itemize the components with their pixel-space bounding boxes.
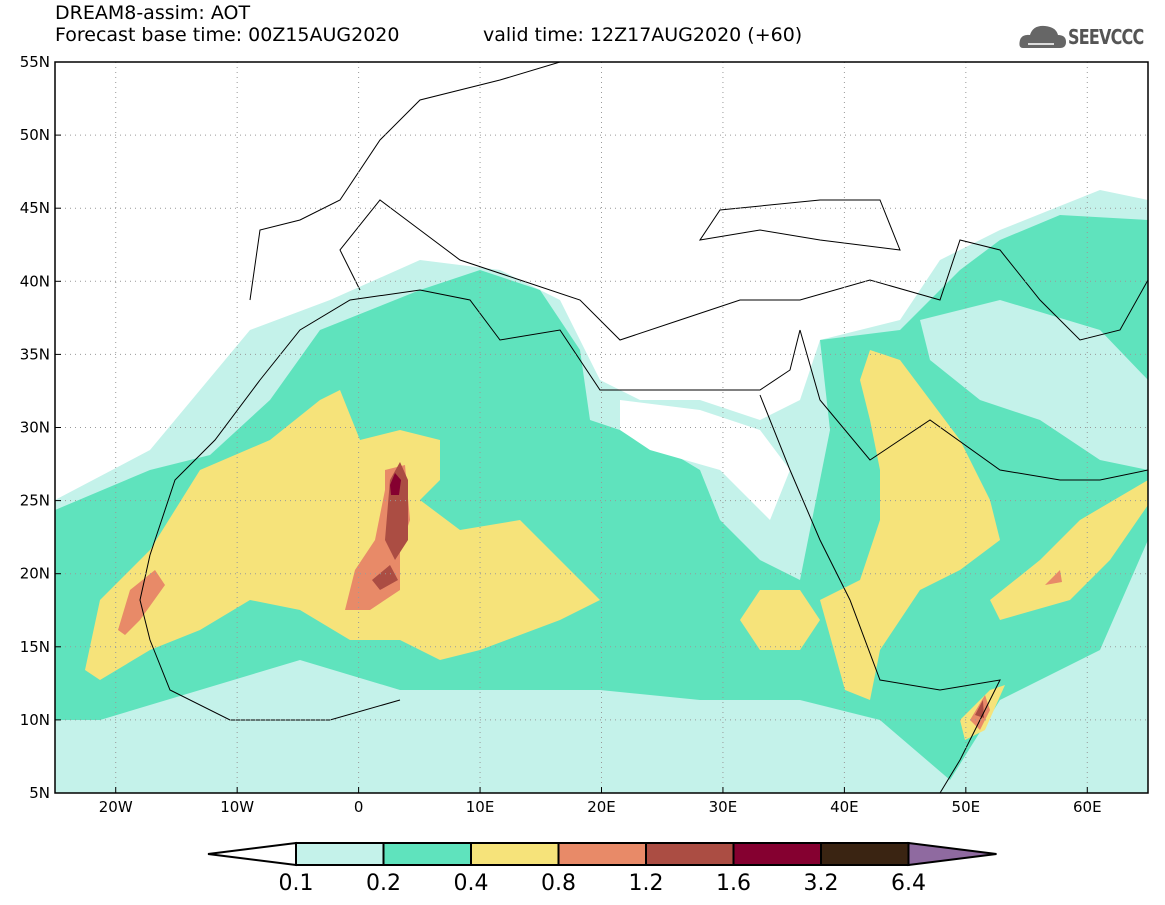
lon-label: 40E — [830, 798, 859, 816]
lat-label: 20N — [20, 565, 50, 583]
lon-label: 60E — [1073, 798, 1102, 816]
colorbar-swatch — [295, 842, 385, 866]
lat-label: 35N — [20, 345, 50, 363]
lat-label: 10N — [20, 711, 50, 729]
lat-label: 55N — [20, 53, 50, 71]
colorbar-swatch — [645, 842, 735, 866]
valid-time: valid time: 12Z17AUG2020 (+60) — [483, 24, 803, 46]
colorbar-label: 0.4 — [454, 871, 489, 896]
map-title: DREAM8-assim: AOT — [55, 2, 251, 24]
lat-label: 30N — [20, 419, 50, 437]
base-time: Forecast base time: 00Z15AUG2020 — [55, 24, 400, 46]
lon-label: 10W — [220, 798, 254, 816]
aot-contour-0.4 — [85, 390, 600, 680]
lon-labels: 20W 10W 0 10E 20E 30E 40E 50E 60E — [99, 787, 1102, 816]
coastlines — [139, 62, 1148, 793]
colorbar-swatch — [732, 842, 822, 866]
lon-label: 10E — [466, 798, 495, 816]
lon-label: 50E — [952, 798, 981, 816]
lon-label: 0 — [354, 798, 364, 816]
colorbar-label: 3.2 — [804, 871, 839, 896]
lon-label: 20E — [587, 798, 616, 816]
lat-labels: 55N 50N 45N 40N 35N 30N 25N 20N 15N 10N 5N — [20, 53, 61, 802]
cloud-icon — [1019, 25, 1066, 48]
colorbar: 0.1 0.2 0.4 0.8 1.2 1.6 3.2 6.4 — [207, 841, 997, 896]
colorbar-label: 0.2 — [366, 871, 401, 896]
colorbar-label: 0.1 — [279, 871, 314, 896]
colorbar-swatch — [470, 842, 560, 866]
lon-label: 30E — [709, 798, 738, 816]
colorbar-over-arrow — [907, 841, 997, 867]
colorbar-swatch — [820, 842, 910, 866]
colorbar-label: 1.2 — [629, 871, 664, 896]
lat-label: 45N — [20, 199, 50, 217]
colorbar-label: 0.8 — [541, 871, 576, 896]
lon-label: 20W — [99, 798, 133, 816]
aot-contour-1.6 — [390, 473, 401, 495]
colorbar-swatch — [557, 842, 647, 866]
lat-label: 5N — [29, 784, 50, 802]
colorbar-label: 1.6 — [716, 871, 751, 896]
colorbar-label: 6.4 — [891, 871, 926, 896]
colorbar-under-arrow — [207, 841, 297, 867]
lat-label: 40N — [20, 272, 50, 290]
lat-label: 15N — [20, 638, 50, 656]
lat-label: 50N — [20, 126, 50, 144]
seevccc-logo: SEEVCCC — [1018, 22, 1162, 52]
lat-label: 25N — [20, 492, 50, 510]
colorbar-swatch — [382, 842, 472, 866]
logo-text: SEEVCCC — [1068, 25, 1144, 49]
